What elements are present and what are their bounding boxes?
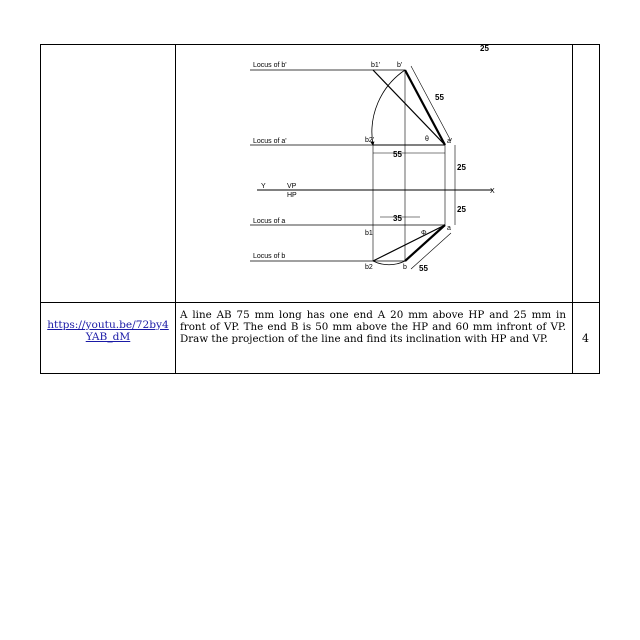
locus-a-label: Locus of a: [253, 218, 285, 225]
top-mark: 25: [480, 45, 489, 53]
b1-label: b': [397, 62, 402, 69]
figure-row: 25 Locus of b' Locus of a' Locus of a Lo…: [40, 44, 600, 303]
a1-label: a': [447, 138, 452, 145]
video-link[interactable]: https://youtu.be/72by4YAB_dM: [47, 319, 169, 343]
b1-1-label: b1': [371, 62, 380, 69]
a-label: a: [447, 225, 451, 232]
locus-b1-label: Locus of b': [253, 62, 287, 69]
y-label: Y: [261, 183, 266, 190]
question-text: A line AB 75 mm long has one end A 20 mm…: [175, 302, 573, 374]
b2-1-label: b2': [365, 137, 374, 144]
tl-front-line: [404, 69, 446, 146]
tl-top-dim: [410, 232, 452, 270]
plan-arc: [372, 260, 406, 266]
front-length-text: 55: [393, 150, 402, 159]
locus-a1-label: Locus of a': [253, 138, 287, 145]
a-front-text: 25: [457, 205, 466, 214]
x-label: X: [490, 188, 495, 195]
front-arc: [370, 69, 406, 146]
tl-top-text: 55: [419, 264, 428, 273]
plan-length-text: 35: [393, 214, 402, 223]
plan-line: [372, 224, 446, 262]
figure-cell: 25 Locus of b' Locus of a' Locus of a Lo…: [175, 44, 573, 303]
tl-plan-line: [404, 224, 446, 262]
a1-height-text: 25: [457, 163, 466, 172]
video-link-cell: https://youtu.be/72by4YAB_dM: [40, 302, 176, 374]
tl-front-dim-text: 55: [435, 93, 444, 102]
theta-label: θ: [425, 136, 429, 143]
tl-front-dim: [410, 65, 452, 142]
front-view-line: [372, 69, 446, 146]
link-cell-empty: [40, 44, 176, 303]
phi-label: Φ: [421, 230, 427, 237]
projection-figure: 25 Locus of b' Locus of a' Locus of a Lo…: [250, 45, 495, 273]
serial-number: 4: [572, 302, 600, 374]
b-label: b: [403, 264, 407, 271]
b2-label: b2: [365, 264, 373, 271]
locus-b-label: Locus of b: [253, 253, 285, 260]
question-table: 25 Locus of b' Locus of a' Locus of a Lo…: [40, 44, 600, 374]
b1-plan-label: b1: [365, 230, 373, 237]
question-row: 4 A line AB 75 mm long has one end A 20 …: [40, 302, 600, 374]
sno-cell-empty: [572, 44, 600, 303]
hp-label: HP: [287, 192, 297, 199]
vp-label: VP: [287, 183, 297, 190]
